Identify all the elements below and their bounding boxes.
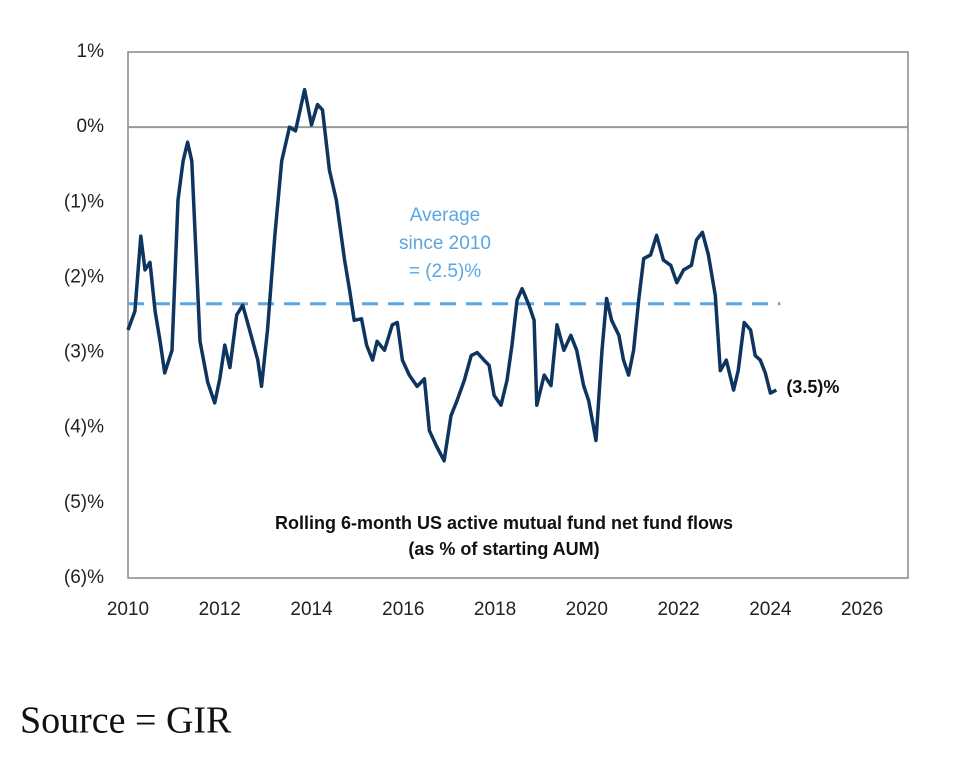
x-tick-label: 2022 [657,599,699,620]
x-tick-label: 2010 [107,599,149,620]
y-tick-label: (6)% [64,567,104,588]
average-annotation: = (2.5)% [409,261,481,282]
x-tick-label: 2026 [841,599,883,620]
plot-frame [127,51,909,579]
end-label: (3.5)% [786,377,839,397]
x-tick-label: 2024 [749,599,792,620]
data-line [126,87,778,463]
y-tick-label: (1)% [64,191,104,212]
y-tick-label: 0% [77,116,105,137]
average-annotation: since 2010 [399,233,491,254]
y-tick-label: 1% [77,41,105,62]
x-tick-label: 2012 [199,599,241,620]
x-tick-label: 2020 [566,599,608,620]
y-tick-label: (2)% [64,266,104,287]
average-annotation: Average [410,205,480,226]
chart-note: (as % of starting AUM) [408,539,599,559]
x-tick-label: 2014 [290,599,333,620]
x-tick-label: 2016 [382,599,424,620]
y-tick-label: (4)% [64,417,104,438]
source: Source = GIR [20,700,232,742]
y-tick-label: (5)% [64,492,104,513]
y-tick-label: (3)% [64,342,104,363]
x-tick-label: 2018 [474,599,516,620]
chart-note: Rolling 6-month US active mutual fund ne… [275,513,733,533]
